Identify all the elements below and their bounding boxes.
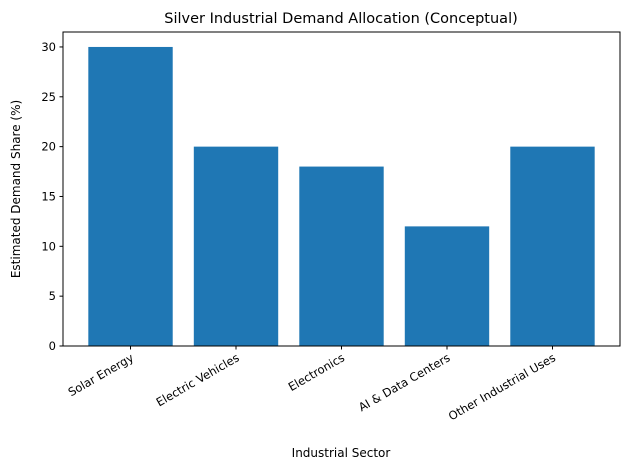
bar-1 <box>193 146 279 346</box>
plot-frame <box>62 31 621 347</box>
bar-4 <box>510 146 595 346</box>
y-tick-label: 5 <box>49 289 56 303</box>
bar-2 <box>299 166 384 346</box>
y-tick-label: 30 <box>41 40 56 54</box>
chart-title: Silver Industrial Demand Allocation (Con… <box>164 11 518 27</box>
bar-3 <box>404 226 490 346</box>
x-tick-label: Solar Energy <box>66 350 137 399</box>
y-tick-label: 20 <box>41 140 56 154</box>
bar-0 <box>88 46 173 346</box>
x-tick-label: Electronics <box>286 350 347 393</box>
y-tick-label: 15 <box>41 189 56 203</box>
y-tick-label: 25 <box>41 90 56 104</box>
y-axis-label: Estimated Demand Share (%) <box>9 100 23 278</box>
x-tick-label: Electric Vehicles <box>154 350 242 409</box>
y-tick-label: 0 <box>49 339 56 353</box>
x-axis-label: Industrial Sector <box>292 446 391 460</box>
x-tick-label: AI & Data Centers <box>356 350 453 414</box>
x-tick-label: Other Industrial Uses <box>446 350 558 423</box>
y-tick-label: 10 <box>41 239 56 253</box>
